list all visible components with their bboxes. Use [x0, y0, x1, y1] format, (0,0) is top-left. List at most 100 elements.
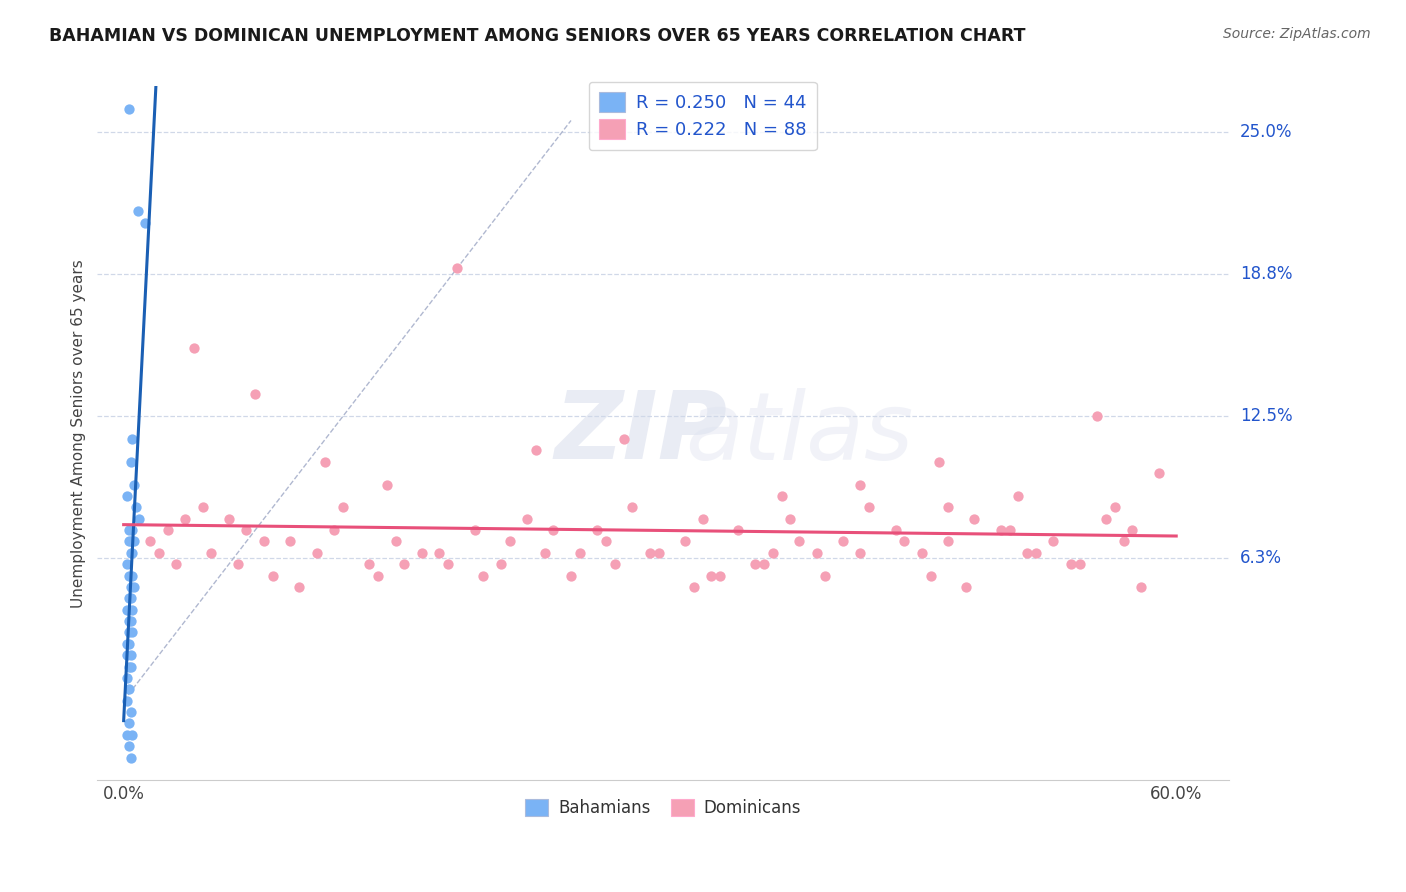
Point: [115, 694, 138, 708]
Point: [115, 671, 138, 685]
Point: [1130, 580, 1153, 594]
Point: [174, 511, 197, 525]
Point: [595, 534, 617, 549]
Point: [814, 568, 837, 582]
Point: [288, 580, 311, 594]
Point: [278, 534, 301, 549]
Point: [621, 500, 644, 515]
Point: [122, 534, 145, 549]
Point: [226, 557, 249, 571]
Text: 6.3%: 6.3%: [1240, 549, 1282, 567]
Point: [120, 705, 142, 719]
Point: [118, 614, 141, 628]
Point: [118, 659, 141, 673]
Point: [560, 568, 582, 582]
Point: [120, 648, 142, 662]
Point: [115, 637, 138, 651]
Point: [156, 523, 179, 537]
Point: [115, 648, 138, 662]
Legend: Bahamians, Dominicans: Bahamians, Dominicans: [519, 792, 808, 824]
Point: [314, 455, 336, 469]
Point: [139, 534, 162, 549]
Point: [191, 500, 214, 515]
Point: [183, 341, 205, 355]
Point: [122, 477, 145, 491]
Text: 12.5%: 12.5%: [1240, 408, 1292, 425]
Point: [429, 546, 451, 560]
Point: [928, 455, 950, 469]
Point: [638, 546, 661, 560]
Point: [253, 534, 276, 549]
Point: [568, 546, 591, 560]
Text: BAHAMIAN VS DOMINICAN UNEMPLOYMENT AMONG SENIORS OVER 65 YEARS CORRELATION CHART: BAHAMIAN VS DOMINICAN UNEMPLOYMENT AMONG…: [49, 27, 1026, 45]
Point: [394, 557, 416, 571]
Y-axis label: Unemployment Among Seniors over 65 years: Unemployment Among Seniors over 65 years: [72, 259, 86, 607]
Point: [533, 546, 555, 560]
Point: [118, 102, 141, 116]
Point: [120, 591, 142, 606]
Point: [893, 534, 915, 549]
Point: [120, 455, 142, 469]
Point: [1017, 546, 1039, 560]
Point: [603, 557, 626, 571]
Point: [1121, 523, 1143, 537]
Point: [998, 523, 1021, 537]
Point: [990, 523, 1012, 537]
Point: [1007, 489, 1029, 503]
Point: [613, 432, 636, 446]
Point: [446, 261, 468, 276]
Point: [200, 546, 222, 560]
Point: [118, 637, 141, 651]
Point: [120, 580, 142, 594]
Point: [165, 557, 187, 571]
Point: [1085, 409, 1108, 424]
Point: [118, 591, 141, 606]
Point: [134, 216, 156, 230]
Point: [806, 546, 828, 560]
Point: [543, 523, 565, 537]
Point: [1104, 500, 1126, 515]
Point: [115, 728, 138, 742]
Point: [121, 546, 143, 560]
Point: [118, 568, 141, 582]
Point: [682, 580, 704, 594]
Text: Source: ZipAtlas.com: Source: ZipAtlas.com: [1223, 27, 1371, 41]
Point: [849, 477, 872, 491]
Point: [323, 523, 346, 537]
Point: [1095, 511, 1118, 525]
Point: [120, 614, 142, 628]
Point: [235, 523, 257, 537]
Point: [700, 568, 723, 582]
Point: [1112, 534, 1135, 549]
Point: [489, 557, 512, 571]
Point: [692, 511, 714, 525]
Point: [121, 602, 143, 616]
Point: [516, 511, 538, 525]
Point: [1147, 466, 1170, 480]
Point: [128, 511, 150, 525]
Point: [1069, 557, 1091, 571]
Point: [118, 739, 141, 754]
Point: [359, 557, 381, 571]
Point: [787, 534, 810, 549]
Point: [709, 568, 731, 582]
Point: [936, 534, 959, 549]
Point: [1060, 557, 1083, 571]
Point: [120, 546, 142, 560]
Text: 25.0%: 25.0%: [1240, 123, 1292, 141]
Point: [118, 682, 141, 697]
Point: [1042, 534, 1064, 549]
Point: [115, 602, 138, 616]
Point: [305, 546, 328, 560]
Point: [955, 580, 977, 594]
Point: [384, 534, 406, 549]
Point: [936, 500, 959, 515]
Point: [121, 523, 143, 537]
Point: [118, 716, 141, 731]
Point: [920, 568, 942, 582]
Point: [779, 511, 801, 525]
Text: ZIP: ZIP: [554, 387, 727, 479]
Point: [744, 557, 766, 571]
Point: [832, 534, 855, 549]
Point: [1025, 546, 1047, 560]
